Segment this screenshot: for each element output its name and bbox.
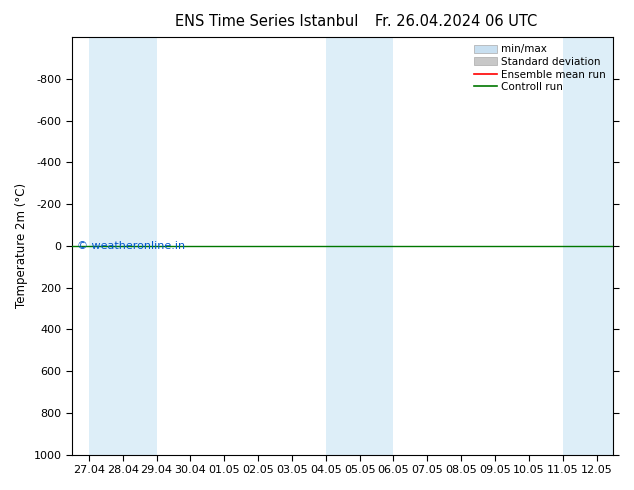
Y-axis label: Temperature 2m (°C): Temperature 2m (°C) — [15, 183, 28, 308]
Text: Fr. 26.04.2024 06 UTC: Fr. 26.04.2024 06 UTC — [375, 14, 538, 29]
Bar — [326, 37, 394, 455]
Bar — [89, 37, 157, 455]
Text: ENS Time Series Istanbul: ENS Time Series Istanbul — [174, 14, 358, 29]
Bar — [563, 37, 614, 455]
Legend: min/max, Standard deviation, Ensemble mean run, Controll run: min/max, Standard deviation, Ensemble me… — [472, 42, 608, 94]
Text: © weatheronline.in: © weatheronline.in — [77, 241, 186, 251]
